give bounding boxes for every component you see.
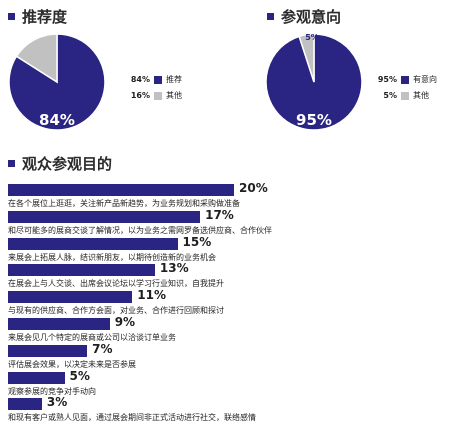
bar-row: 13% 在展会上与人交谈、出席会议论坛以学习行业知识，自我提升 <box>8 261 460 292</box>
bar-description: 和现有客户或熟人见面，通过展会期间非正式活动进行社交，联络感情 <box>8 413 256 423</box>
bar-row: 20% 在各个展位上逛逛，关注新产品新趋势，为业务规划和采购做准备 <box>8 181 460 212</box>
bar-fill <box>8 184 234 196</box>
recommend-section-title: 推荐度 <box>8 6 67 27</box>
bar-description: 与现有的供应商、合作方会面，对业务、合作进行回顾和探讨 <box>8 306 224 316</box>
section-marker-icon <box>267 13 274 20</box>
bar-value-label: 9% <box>114 315 136 329</box>
recommend-legend-item: 84% 推荐 <box>128 74 182 85</box>
bar-value-label: 15% <box>182 234 212 249</box>
bar-value-label: 17% <box>205 207 234 222</box>
bar-fill <box>8 237 178 250</box>
legend-pct: 16% <box>130 91 150 100</box>
bar-description: 评估展会效果，以决定未来是否参展 <box>8 359 136 369</box>
bar-row: 11% 与现有的供应商、合作方会面，对业务、合作进行回顾和探讨 <box>8 288 460 319</box>
section-marker-icon <box>8 13 15 20</box>
legend-swatch-secondary <box>154 91 162 100</box>
bar-description: 来展会上拓展人脉，结识新朋友，以期待创造新的业务机会 <box>8 252 216 262</box>
pie-slice-其他 <box>15 33 58 84</box>
bar-description: 来展会见几个特定的展商或公司以洽谈订单业务 <box>8 333 176 342</box>
bar-row: 17% 和尽可能多的展商交谈了解情况，以为业务之需网罗备选供应商、合作伙伴 <box>8 207 460 239</box>
bar-value-label: 20% <box>239 181 268 195</box>
legend-pct: 84% <box>130 75 150 84</box>
bar-description: 和尽可能多的展商交谈了解情况，以为业务之需网罗备选供应商、合作伙伴 <box>8 225 272 235</box>
bar-row: 7% 评估展会效果，以决定未来是否参展 <box>8 341 460 373</box>
intent-title: 参观意向 <box>281 8 342 26</box>
recommend-center-label: 84% <box>39 111 75 129</box>
recommend-slice-label: 16% <box>73 69 92 78</box>
intent-slice-label: 5% <box>305 33 319 42</box>
bar-value-label: 5% <box>69 368 90 383</box>
section-marker-icon <box>8 160 15 167</box>
pie-slice-其他 <box>298 33 315 83</box>
legend-label: 其他 <box>166 91 182 100</box>
intent-pie-chart: 95% 5% <box>265 33 363 131</box>
bar-value-label: 7% <box>92 341 113 356</box>
bar-description: 在展会上与人交谈、出席会议论坛以学习行业知识，自我提升 <box>8 279 224 289</box>
bar-fill <box>8 398 42 411</box>
bar-value-label: 11% <box>137 288 167 303</box>
bar-fill <box>8 371 65 384</box>
bar-row: 5% 观察参展的竞争对手动向 <box>8 368 460 400</box>
bar-fill <box>8 344 88 357</box>
legend-label: 其他 <box>413 91 429 100</box>
legend-swatch-primary <box>401 75 409 84</box>
bar-fill <box>8 291 133 304</box>
bar-fill <box>8 210 201 223</box>
recommend-pie-chart: 84% 16% <box>8 33 106 131</box>
bar-row: 15% 来展会上拓展人脉，结识新朋友，以期待创造新的业务机会 <box>8 234 460 266</box>
recommend-title: 推荐度 <box>22 8 68 26</box>
legend-swatch-primary <box>154 75 162 84</box>
purpose-title: 观众参观目的 <box>22 155 113 173</box>
bar-fill <box>8 264 155 277</box>
legend-label: 有意向 <box>413 75 437 84</box>
bar-description: 观察参展的竞争对手动向 <box>8 386 96 396</box>
bar-row: 3% 和现有客户或熟人见面，通过展会期间非正式活动进行社交，联络感情 <box>8 395 460 426</box>
legend-pct: 5% <box>383 91 397 100</box>
intent-legend-item: 95% 有意向 <box>375 74 437 85</box>
recommend-legend-item: 16% 其他 <box>128 90 182 101</box>
bar-fill <box>8 318 110 330</box>
bar-value-label: 3% <box>46 395 68 410</box>
purpose-section-title: 观众参观目的 <box>8 153 112 174</box>
intent-center-label: 95% <box>296 111 332 129</box>
bar-description: 在各个展位上逛逛，关注新产品新趋势，为业务规划和采购做准备 <box>8 199 240 208</box>
intent-section-title: 参观意向 <box>267 6 341 27</box>
legend-swatch-secondary <box>401 91 409 100</box>
legend-label: 推荐 <box>166 75 182 84</box>
legend-pct: 95% <box>377 75 397 84</box>
bar-row: 9% 来展会见几个特定的展商或公司以洽谈订单业务 <box>8 315 460 346</box>
intent-legend-item: 5% 其他 <box>375 90 429 101</box>
bar-value-label: 13% <box>159 261 189 276</box>
